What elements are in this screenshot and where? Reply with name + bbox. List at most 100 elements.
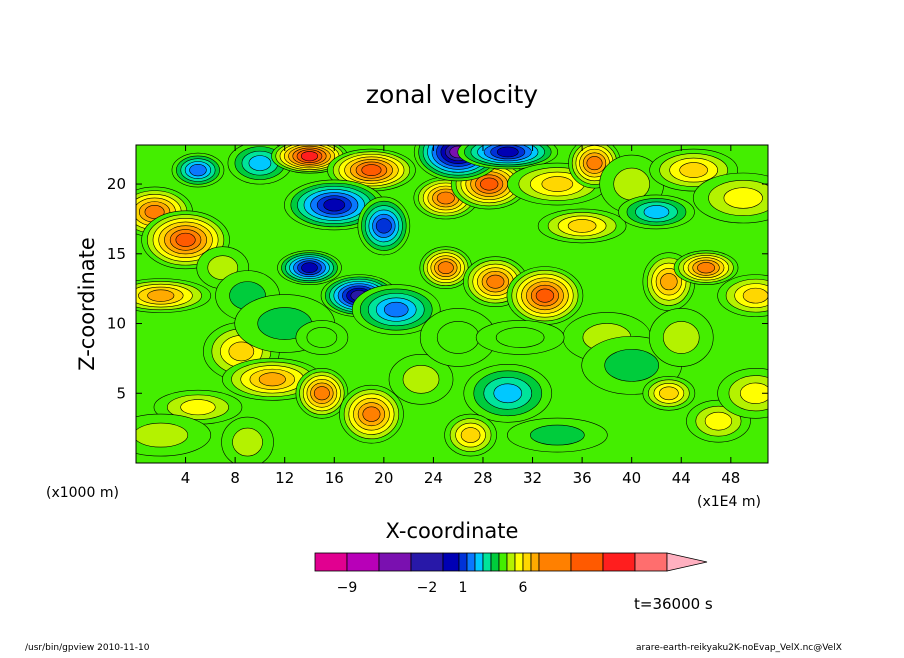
field-blob [419, 246, 473, 290]
colorbar [314, 552, 708, 572]
contour-level [697, 262, 716, 274]
field-blob [295, 320, 349, 355]
field-blob [171, 152, 225, 188]
colorbar-swatch [570, 552, 604, 572]
contour-level [136, 422, 189, 448]
colorbar-swatch [498, 552, 508, 572]
field-blob [717, 367, 768, 419]
field-blob [475, 320, 565, 355]
colorbar-swatch [410, 552, 444, 572]
contour-level [232, 427, 263, 457]
colorbar-swatch [506, 552, 516, 572]
colorbar-swatch [634, 552, 668, 572]
field-blob [388, 354, 454, 405]
plot-frame [135, 144, 769, 464]
contour-level [300, 151, 319, 162]
contour-level [496, 146, 519, 158]
contour-level [175, 232, 196, 247]
x-axis-label: X-coordinate [386, 519, 519, 543]
colorbar-swatch [602, 552, 636, 572]
contour-level [493, 383, 523, 404]
colorbar-swatch [490, 552, 500, 572]
chart-title: zonal velocity [366, 80, 538, 109]
field-blob [717, 274, 768, 317]
contour-level [704, 411, 733, 431]
time-label: t=36000 s [634, 595, 713, 613]
field-blob [136, 278, 212, 313]
field-blob [339, 384, 404, 444]
contour-level [480, 177, 499, 191]
field-blob [686, 399, 751, 443]
colorbar-arrow [666, 552, 708, 572]
colorbar-swatch [514, 552, 524, 572]
heatmap-field [136, 145, 768, 463]
colorbar-swatch [378, 552, 412, 572]
colorbar-swatch [346, 552, 380, 572]
field-blob [271, 145, 348, 174]
colorbar-label: 1 [459, 580, 468, 596]
contour-level [535, 288, 555, 303]
contour-level [301, 262, 318, 274]
contour-level [723, 187, 763, 209]
colorbar-swatch [466, 552, 476, 572]
field-blob [351, 284, 441, 335]
x-tick-label: 8 [230, 469, 240, 487]
field-blob [642, 252, 696, 311]
x-tick-label: 28 [473, 469, 492, 487]
y-tick-label: 15 [107, 245, 126, 263]
x-tick-label: 24 [424, 469, 443, 487]
x-tick-label: 36 [573, 469, 592, 487]
field-blob [692, 172, 768, 224]
contour-level [147, 289, 175, 302]
contour-level [436, 191, 455, 205]
footer-right: arare-earth-reikyaku2K-noEvap_VelX.nc@Ve… [636, 643, 842, 653]
x-tick-label: 20 [374, 469, 393, 487]
y-tick-label: 20 [107, 175, 126, 193]
x-axis-ticks: 4 8 12 16 20 24 28 32 36 40 44 48 [181, 145, 740, 487]
colorbar-label: 6 [519, 580, 528, 596]
contour-level [679, 162, 708, 178]
x-unit-right: (x1E4 m) [697, 494, 761, 510]
field-blob [221, 416, 274, 463]
y-tick-label: 5 [116, 384, 126, 402]
colorbar-swatch [538, 552, 572, 572]
field-blob [507, 417, 608, 453]
contour-level [495, 327, 545, 348]
field-blob [419, 308, 497, 367]
field-blob [642, 375, 696, 411]
colorbar-swatch [530, 552, 540, 572]
contour-level [323, 198, 346, 212]
x-tick-label: 48 [721, 469, 740, 487]
colorbar-swatch [482, 552, 492, 572]
colorbar-swatch [474, 552, 484, 572]
contour-level [402, 365, 440, 394]
field-blob [444, 413, 497, 457]
heatmap-contours [136, 145, 768, 463]
contour-level [530, 424, 585, 446]
contour-level [144, 204, 165, 219]
field-blob [277, 250, 342, 286]
footer-left: /usr/bin/gpview 2010-11-10 [25, 643, 150, 653]
x-unit-left: (x1000 m) [46, 485, 119, 501]
contour-level [362, 406, 381, 422]
y-axis-ticks: 5 10 15 20 [107, 175, 768, 402]
colorbar-swatch [458, 552, 468, 572]
field-blob [506, 266, 584, 325]
colorbar-swatch [522, 552, 532, 572]
contour-level [437, 261, 454, 275]
contour-level [436, 321, 480, 354]
contour-level [361, 164, 382, 176]
y-axis-label: Z-coordinate [75, 237, 99, 371]
x-tick-label: 12 [275, 469, 294, 487]
contour-level [643, 205, 670, 219]
x-tick-label: 4 [181, 469, 191, 487]
contour-level [742, 287, 768, 304]
x-tick-label: 32 [523, 469, 542, 487]
contour-level [383, 301, 409, 318]
contour-level [248, 155, 272, 171]
contour-level [613, 167, 650, 201]
contour-level [660, 273, 678, 291]
contour-level [541, 176, 574, 192]
contour-level [258, 372, 286, 387]
